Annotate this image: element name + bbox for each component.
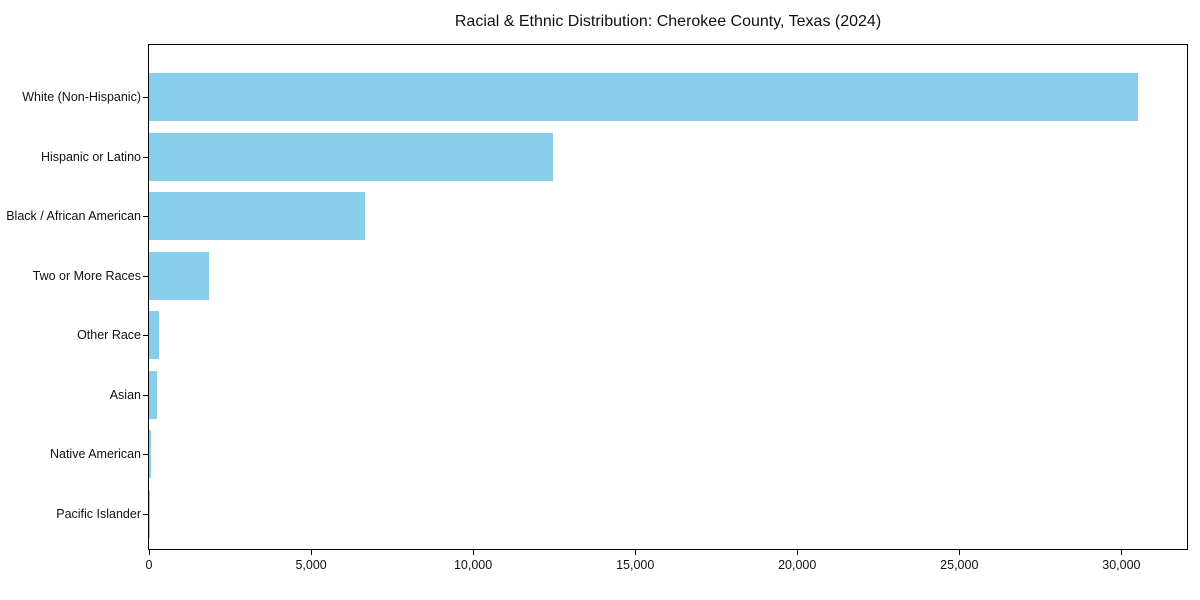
- x-tick-label: 10,000: [453, 558, 493, 572]
- x-tick-label: 20,000: [778, 558, 817, 572]
- y-axis-tick: [143, 156, 148, 158]
- x-tick-label: 30,000: [1102, 558, 1141, 572]
- plot-area: [148, 44, 1188, 550]
- x-axis-tick: [1121, 550, 1123, 555]
- y-axis-tick: [143, 216, 148, 217]
- bar: [149, 370, 158, 419]
- bar: [149, 251, 209, 300]
- y-category-label: White (Non-Hispanic): [22, 90, 141, 104]
- x-tick-label: 5,000: [295, 558, 327, 572]
- bar: [149, 430, 151, 478]
- y-category-label: Native American: [49, 447, 141, 461]
- chart-title: Racial & Ethnic Distribution: Cherokee C…: [454, 13, 882, 30]
- y-axis-tick: [143, 275, 148, 277]
- y-category-label: Two or More Races: [32, 268, 141, 283]
- x-axis-tick: [149, 550, 150, 555]
- bar: [149, 311, 159, 359]
- y-category-label: Other Race: [77, 328, 141, 342]
- x-tick-label: 0: [145, 558, 153, 572]
- y-category-label: Black / African American: [6, 209, 141, 223]
- x-axis-tick: [797, 550, 799, 555]
- x-axis-tick: [959, 550, 961, 555]
- y-axis-tick: [143, 454, 148, 455]
- x-tick-label: 25,000: [940, 558, 979, 572]
- y-category-label: Asian: [109, 387, 141, 402]
- x-axis-tick: [635, 550, 637, 555]
- bar: [149, 489, 150, 538]
- x-axis-tick: [311, 550, 313, 555]
- bar: [149, 73, 1138, 121]
- bar: [149, 132, 553, 181]
- y-category-label: Hispanic or Latino: [40, 149, 141, 164]
- bar: [149, 192, 365, 240]
- y-axis-tick: [143, 394, 148, 396]
- x-tick-label: 15,000: [616, 558, 655, 572]
- x-axis-tick: [473, 550, 475, 555]
- y-category-label: Pacific Islander: [56, 506, 141, 521]
- y-axis-tick: [143, 335, 148, 336]
- y-axis-tick: [143, 513, 148, 515]
- y-axis-tick: [143, 97, 148, 98]
